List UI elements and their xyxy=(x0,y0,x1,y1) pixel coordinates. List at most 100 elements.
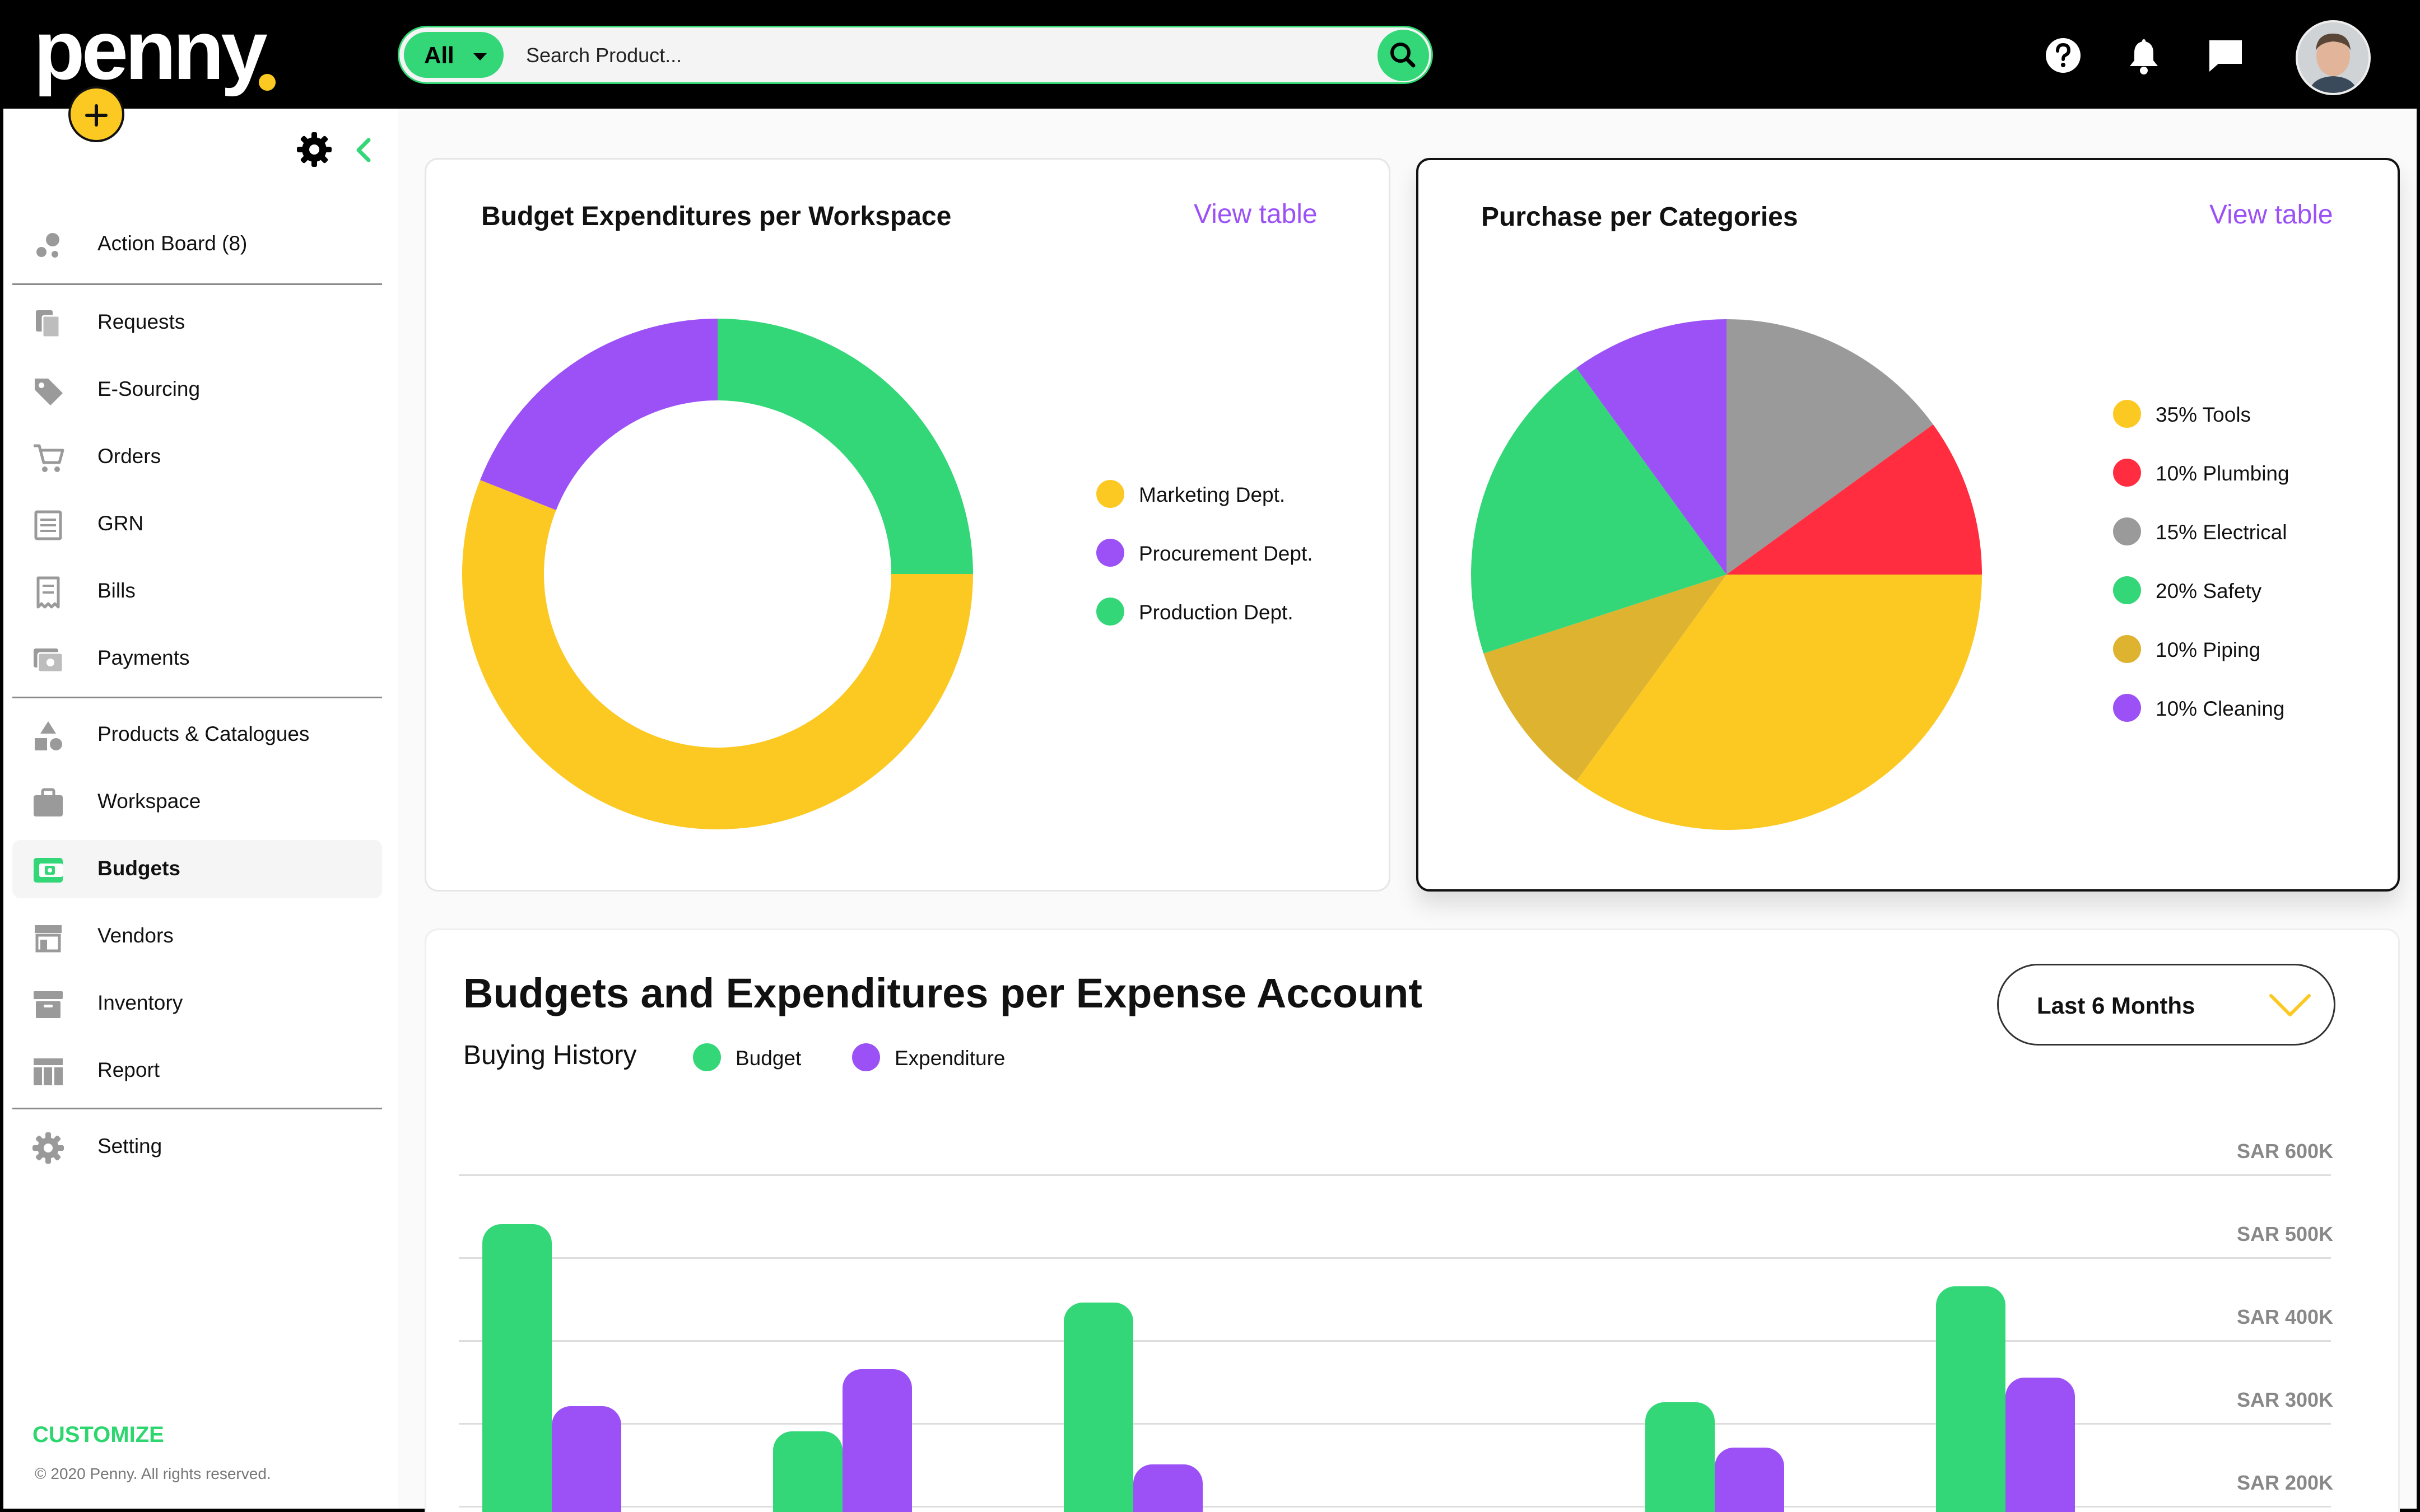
buying-history-label: Buying History xyxy=(463,1040,637,1070)
gridline xyxy=(459,1506,2331,1508)
card-title: Purchase per Categories xyxy=(1481,202,1798,232)
sidebar-item-budgets[interactable]: Budgets xyxy=(12,840,382,898)
bar-budget-1[interactable] xyxy=(482,1224,552,1512)
sidebar-item-setting[interactable]: Setting xyxy=(12,1118,382,1176)
bar-expenditure-2[interactable] xyxy=(843,1369,912,1512)
gridline xyxy=(459,1174,2331,1176)
gear-icon xyxy=(297,132,332,167)
search-scope-label: All xyxy=(424,42,454,68)
requests-icon xyxy=(36,310,61,338)
content-area: Action Board (8) Requests E-Sourcing xyxy=(3,86,2417,1512)
legend-item-10-plumbing: 10% Plumbing xyxy=(2113,455,2420,489)
y-tick-label: SAR 500K xyxy=(2237,1222,2334,1245)
sidebar-divider xyxy=(12,1108,382,1109)
bar-expenditure-3[interactable] xyxy=(1133,1464,1203,1512)
sidebar-item-label: Bills xyxy=(97,579,136,602)
legend-dot xyxy=(852,1043,880,1071)
shapes-icon xyxy=(35,721,62,750)
legend-item-expenditure: Expenditure xyxy=(852,1040,1043,1074)
customize-link[interactable]: CUSTOMIZE xyxy=(32,1422,164,1447)
sidebar-item-label: Orders xyxy=(97,445,161,468)
bar-budget-6[interactable] xyxy=(1936,1286,2005,1512)
y-tick-label: SAR 200K xyxy=(2237,1471,2334,1494)
budget-expenditures-card: Budget Expenditures per Workspace View t… xyxy=(425,158,1390,892)
sidebar-item-report[interactable]: Report xyxy=(12,1042,382,1100)
gridline xyxy=(459,1340,2331,1342)
sidebar-item-orders[interactable]: Orders xyxy=(12,428,382,486)
sidebar-item-bills[interactable]: Bills xyxy=(12,562,382,620)
sidebar-item-grn[interactable]: GRN xyxy=(12,495,382,553)
legend-label: 10% Cleaning xyxy=(2156,697,2285,720)
legend-dot xyxy=(1096,539,1124,567)
collapse-sidebar-button[interactable] xyxy=(350,134,378,166)
notifications-button[interactable] xyxy=(2124,36,2163,75)
sidebar-item-vendors[interactable]: Vendors xyxy=(12,907,382,965)
slice-10-plumbing xyxy=(1726,424,1982,575)
search-scope-dropdown[interactable]: All xyxy=(404,32,504,78)
legend-item-15-electrical: 15% Electrical xyxy=(2113,514,2420,548)
search-input[interactable] xyxy=(526,33,1299,78)
bill-icon xyxy=(36,576,60,609)
legend-item-10-cleaning: 10% Cleaning xyxy=(2113,690,2420,724)
add-button[interactable] xyxy=(68,86,124,142)
sidebar-item-label: Payments xyxy=(97,646,190,669)
tag-icon xyxy=(35,379,63,405)
bar-budget-3[interactable] xyxy=(1064,1303,1133,1512)
legend-label: Marketing Dept. xyxy=(1139,483,1286,506)
wallet-icon xyxy=(34,858,63,883)
legend-label: 10% Piping xyxy=(2156,638,2261,661)
sidebar-item-payments[interactable]: Payments xyxy=(12,629,382,688)
card-title: Budgets and Expenditures per Expense Acc… xyxy=(463,970,1422,1016)
bar-expenditure-6[interactable] xyxy=(2005,1377,2075,1512)
help-button[interactable] xyxy=(2044,36,2083,75)
legend-item-production-dept: Production Dept. xyxy=(1096,594,1432,628)
purchase-categories-card: Purchase per Categories View table 35% T… xyxy=(1416,158,2400,892)
chat-icon xyxy=(2209,40,2242,72)
sidebar-item-label: Products & Catalogues xyxy=(97,722,310,745)
briefcase-icon xyxy=(34,788,63,816)
cart-icon xyxy=(34,444,64,472)
slice-production-dept xyxy=(718,319,973,574)
slice-10-piping xyxy=(1483,575,1726,781)
y-tick-label: SAR 600K xyxy=(2237,1140,2334,1163)
messages-button[interactable] xyxy=(2206,36,2245,75)
gridline xyxy=(459,1257,2331,1259)
search-button[interactable] xyxy=(1377,30,1429,81)
legend-item-10-piping: 10% Piping xyxy=(2113,632,2420,665)
period-label: Last 6 Months xyxy=(2037,992,2195,1019)
sidebar-item-e-sourcing[interactable]: E-Sourcing xyxy=(12,361,382,419)
table-icon xyxy=(34,1058,63,1085)
legend-item-20-safety: 20% Safety xyxy=(2113,573,2420,606)
logo[interactable]: penny xyxy=(34,8,286,97)
grn-icon xyxy=(34,510,62,540)
gridline xyxy=(459,1423,2331,1425)
expense-account-card: Budgets and Expenditures per Expense Acc… xyxy=(425,928,2400,1512)
bar-budget-5[interactable] xyxy=(1645,1402,1715,1512)
legend-label: 15% Electrical xyxy=(2156,521,2287,544)
sidebar-item-products-catalogues[interactable]: Products & Catalogues xyxy=(12,706,382,764)
sidebar-item-label: Inventory xyxy=(97,991,183,1014)
sidebar-item-workspace[interactable]: Workspace xyxy=(12,773,382,831)
view-table-link[interactable]: View table xyxy=(2209,200,2333,230)
sidebar-settings-button[interactable] xyxy=(295,130,334,169)
bar-budget-2[interactable] xyxy=(773,1431,843,1512)
view-table-link[interactable]: View table xyxy=(1194,199,1318,229)
slice-15-electrical xyxy=(1726,319,1933,575)
period-dropdown[interactable]: Last 6 Months xyxy=(1997,964,2335,1046)
bar-expenditure-5[interactable] xyxy=(1715,1448,1784,1512)
sidebar-item-requests[interactable]: Requests xyxy=(12,293,382,352)
sidebar-item-label: Requests xyxy=(97,310,185,333)
archive-icon xyxy=(34,991,63,1018)
sidebar-item-action-board[interactable]: Action Board (8) xyxy=(12,215,382,273)
bar-expenditure-1[interactable] xyxy=(552,1406,621,1512)
sidebar-item-inventory[interactable]: Inventory xyxy=(12,974,382,1033)
avatar[interactable] xyxy=(2296,20,2371,95)
search-icon xyxy=(1390,43,1416,68)
logo-dot xyxy=(259,74,276,91)
card-title: Budget Expenditures per Workspace xyxy=(481,202,952,231)
chevron-left-icon xyxy=(356,138,371,162)
legend-dot xyxy=(2113,694,2141,722)
logo-text: penny xyxy=(34,3,268,97)
payments-icon xyxy=(34,648,64,673)
caret-down-icon xyxy=(473,53,487,60)
